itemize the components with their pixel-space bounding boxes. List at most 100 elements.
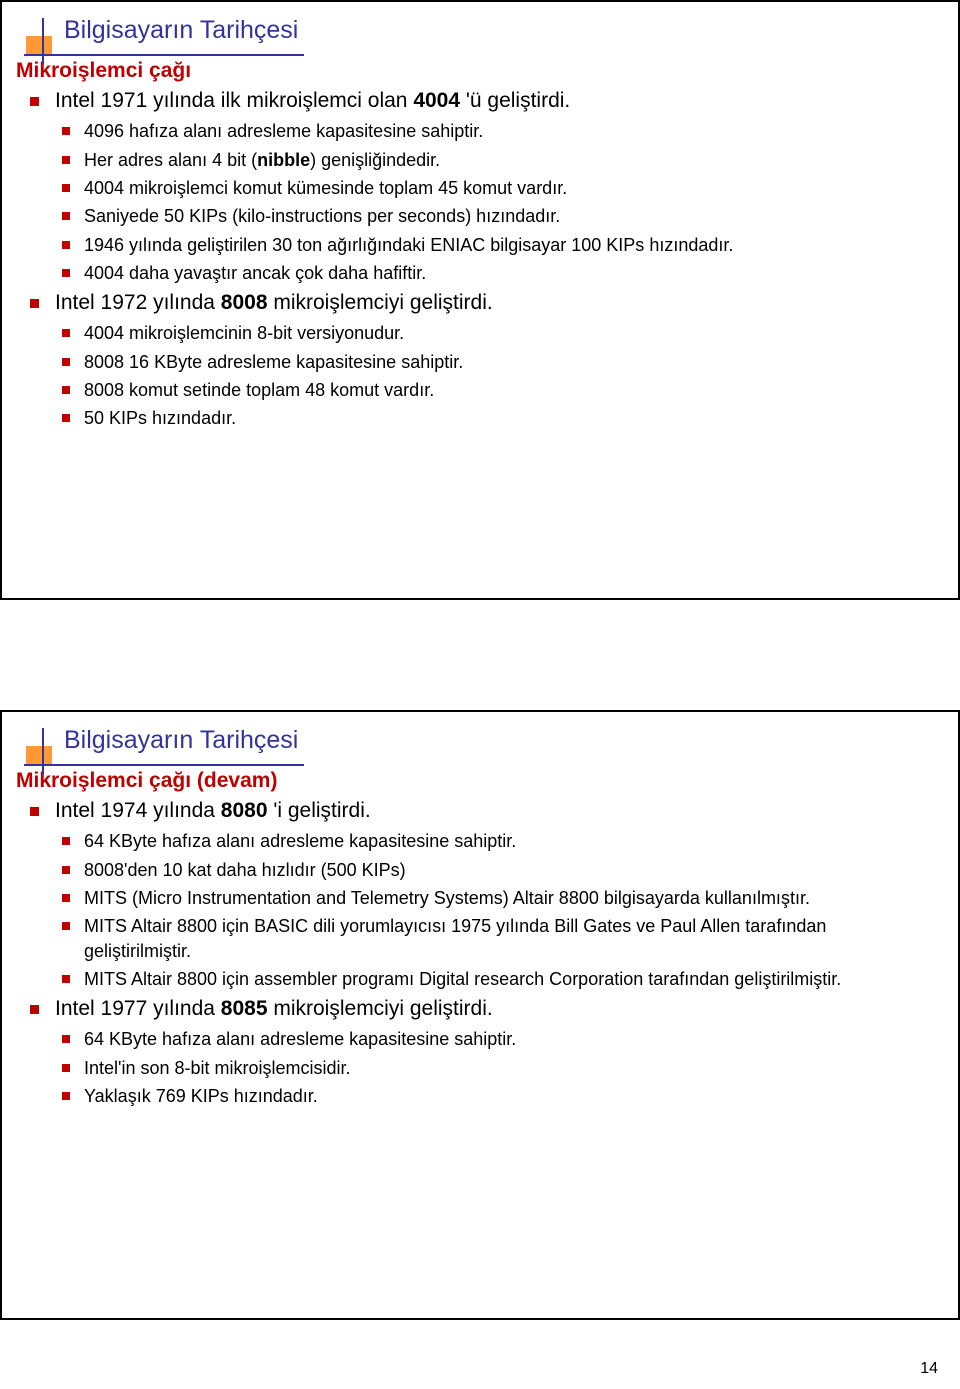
text-prefix: 8008'den 10 kat daha hızlıdır (500 KIPs) — [84, 860, 406, 880]
bullet-icon — [62, 414, 70, 422]
slide-title: Bilgisayarın Tarihçesi — [64, 16, 958, 45]
bullet-icon — [62, 975, 70, 983]
text-suffix: 'i geliştirdi. — [268, 799, 371, 822]
title-divider-vertical — [42, 18, 44, 64]
list-item-level1: 1946 yılında geliştirilen 30 ton ağırlığ… — [62, 233, 938, 257]
bullet-icon — [62, 269, 70, 277]
bullet-icon — [30, 97, 39, 106]
list-item-level1: Saniyede 50 KIPs (kilo-instructions per … — [62, 204, 938, 228]
text-prefix: Intel 1974 yılında — [55, 799, 221, 822]
bullet-icon — [62, 241, 70, 249]
slide-list: Intel 1971 yılında ilk mikroişlemci olan… — [16, 87, 938, 431]
list-item-level0: Intel 1972 yılında 8008 mikroişlemciyi g… — [30, 289, 938, 317]
bullet-icon — [62, 156, 70, 164]
bullet-icon — [62, 837, 70, 845]
title-accent-box — [26, 746, 52, 764]
bullet-icon — [30, 299, 39, 308]
list-item-text: MITS Altair 8800 için assembler programı… — [84, 967, 841, 991]
page: Bilgisayarın Tarihçesi Mikroişlemci çağı… — [0, 0, 960, 1320]
text-bold: 8008 — [221, 291, 268, 314]
text-suffix: ) genişliğindedir. — [310, 150, 440, 170]
list-item-level0: Intel 1971 yılında ilk mikroişlemci olan… — [30, 87, 938, 115]
list-item-text: 4004 mikroişlemcinin 8-bit versiyonudur. — [84, 321, 404, 345]
text-bold: 8080 — [221, 799, 268, 822]
text-prefix: Yaklaşık 769 KIPs hızındadır. — [84, 1086, 318, 1106]
title-divider-horizontal — [24, 764, 304, 766]
list-item-level1: 8008'den 10 kat daha hızlıdır (500 KIPs) — [62, 858, 938, 882]
text-prefix: Saniyede 50 KIPs (kilo-instructions per … — [84, 206, 560, 226]
list-item-text: Intel 1974 yılında 8080 'i geliştirdi. — [55, 797, 371, 825]
slide-1: Bilgisayarın Tarihçesi Mikroişlemci çağı… — [0, 0, 960, 600]
text-prefix: Intel 1971 yılında ilk mikroişlemci olan — [55, 89, 413, 112]
text-bold: nibble — [257, 150, 310, 170]
list-item-level1: MITS Altair 8800 için BASIC dili yorumla… — [62, 914, 938, 963]
list-item-level1: 64 KByte hafıza alanı adresleme kapasite… — [62, 1027, 938, 1051]
bullet-icon — [62, 922, 70, 930]
list-item-text: Intel 1977 yılında 8085 mikroişlemciyi g… — [55, 995, 493, 1023]
bullet-icon — [62, 358, 70, 366]
list-item-text: Saniyede 50 KIPs (kilo-instructions per … — [84, 204, 560, 228]
list-item-text: Her adres alanı 4 bit (nibble) genişliği… — [84, 148, 440, 172]
bullet-icon — [30, 807, 39, 816]
text-prefix: 64 KByte hafıza alanı adresleme kapasite… — [84, 831, 516, 851]
list-item-text: 64 KByte hafıza alanı adresleme kapasite… — [84, 1027, 516, 1051]
list-item-text: 4004 mikroişlemci komut kümesinde toplam… — [84, 176, 567, 200]
text-prefix: 64 KByte hafıza alanı adresleme kapasite… — [84, 1029, 516, 1049]
title-accent-box — [26, 36, 52, 54]
list-item-text: 4004 daha yavaştır ancak çok daha hafift… — [84, 261, 426, 285]
text-bold: 4004 — [413, 89, 460, 112]
slide-title: Bilgisayarın Tarihçesi — [64, 726, 958, 755]
text-prefix: 8008 komut setinde toplam 48 komut vardı… — [84, 380, 434, 400]
bullet-icon — [62, 1064, 70, 1072]
bullet-icon — [62, 127, 70, 135]
text-prefix: MITS Altair 8800 için assembler programı… — [84, 969, 841, 989]
slide-subtitle: Mikroişlemci çağı (devam) — [16, 769, 938, 793]
list-item-level0: Intel 1977 yılında 8085 mikroişlemciyi g… — [30, 995, 938, 1023]
text-prefix: Intel 1972 yılında — [55, 291, 221, 314]
bullet-icon — [62, 329, 70, 337]
text-prefix: Intel'in son 8-bit mikroişlemcisidir. — [84, 1058, 351, 1078]
list-item-level1: 4004 mikroişlemci komut kümesinde toplam… — [62, 176, 938, 200]
text-prefix: 1946 yılında geliştirilen 30 ton ağırlığ… — [84, 235, 733, 255]
slide-2: Bilgisayarın Tarihçesi Mikroişlemci çağı… — [0, 710, 960, 1320]
list-item-level1: Yaklaşık 769 KIPs hızındadır. — [62, 1084, 938, 1108]
title-divider-horizontal — [24, 54, 304, 56]
list-item-level1: 50 KIPs hızındadır. — [62, 406, 938, 430]
text-prefix: Her adres alanı 4 bit ( — [84, 150, 257, 170]
list-item-text: 8008 16 KByte adresleme kapasitesine sah… — [84, 350, 463, 374]
list-item-level1: 4096 hafıza alanı adresleme kapasitesine… — [62, 119, 938, 143]
slide-subtitle: Mikroişlemci çağı — [16, 59, 938, 83]
list-item-level1: Her adres alanı 4 bit (nibble) genişliği… — [62, 148, 938, 172]
text-prefix: 4004 mikroişlemci komut kümesinde toplam… — [84, 178, 567, 198]
list-item-text: 64 KByte hafıza alanı adresleme kapasite… — [84, 829, 516, 853]
bullet-icon — [62, 894, 70, 902]
bullet-icon — [62, 184, 70, 192]
text-prefix: Intel 1977 yılında — [55, 997, 221, 1020]
list-item-text: Yaklaşık 769 KIPs hızındadır. — [84, 1084, 318, 1108]
text-prefix: 4096 hafıza alanı adresleme kapasitesine… — [84, 121, 483, 141]
bullet-icon — [30, 1005, 39, 1014]
text-prefix: 4004 daha yavaştır ancak çok daha hafift… — [84, 263, 426, 283]
page-number: 14 — [920, 1360, 938, 1378]
list-item-text: 1946 yılında geliştirilen 30 ton ağırlığ… — [84, 233, 733, 257]
text-suffix: 'ü geliştirdi. — [460, 89, 570, 112]
list-item-level1: 4004 mikroişlemcinin 8-bit versiyonudur. — [62, 321, 938, 345]
list-item-text: MITS Altair 8800 için BASIC dili yorumla… — [84, 914, 938, 963]
text-bold: 8085 — [221, 997, 268, 1020]
list-item-level1: MITS (Micro Instrumentation and Telemetr… — [62, 886, 938, 910]
text-prefix: MITS (Micro Instrumentation and Telemetr… — [84, 888, 810, 908]
list-item-text: Intel 1971 yılında ilk mikroişlemci olan… — [55, 87, 570, 115]
bullet-icon — [62, 866, 70, 874]
text-suffix: mikroişlemciyi geliştirdi. — [268, 291, 493, 314]
list-item-text: 4096 hafıza alanı adresleme kapasitesine… — [84, 119, 483, 143]
text-prefix: 50 KIPs hızındadır. — [84, 408, 236, 428]
list-item-level0: Intel 1974 yılında 8080 'i geliştirdi. — [30, 797, 938, 825]
slide-title-block: Bilgisayarın Tarihçesi — [2, 712, 958, 755]
list-item-text: Intel'in son 8-bit mikroişlemcisidir. — [84, 1056, 351, 1080]
list-item-level1: Intel'in son 8-bit mikroişlemcisidir. — [62, 1056, 938, 1080]
slide-list: Intel 1974 yılında 8080 'i geliştirdi. 64… — [16, 797, 938, 1108]
title-divider-vertical — [42, 728, 44, 774]
list-item-level1: 4004 daha yavaştır ancak çok daha hafift… — [62, 261, 938, 285]
text-prefix: 8008 16 KByte adresleme kapasitesine sah… — [84, 352, 463, 372]
list-item-text: 8008 komut setinde toplam 48 komut vardı… — [84, 378, 434, 402]
